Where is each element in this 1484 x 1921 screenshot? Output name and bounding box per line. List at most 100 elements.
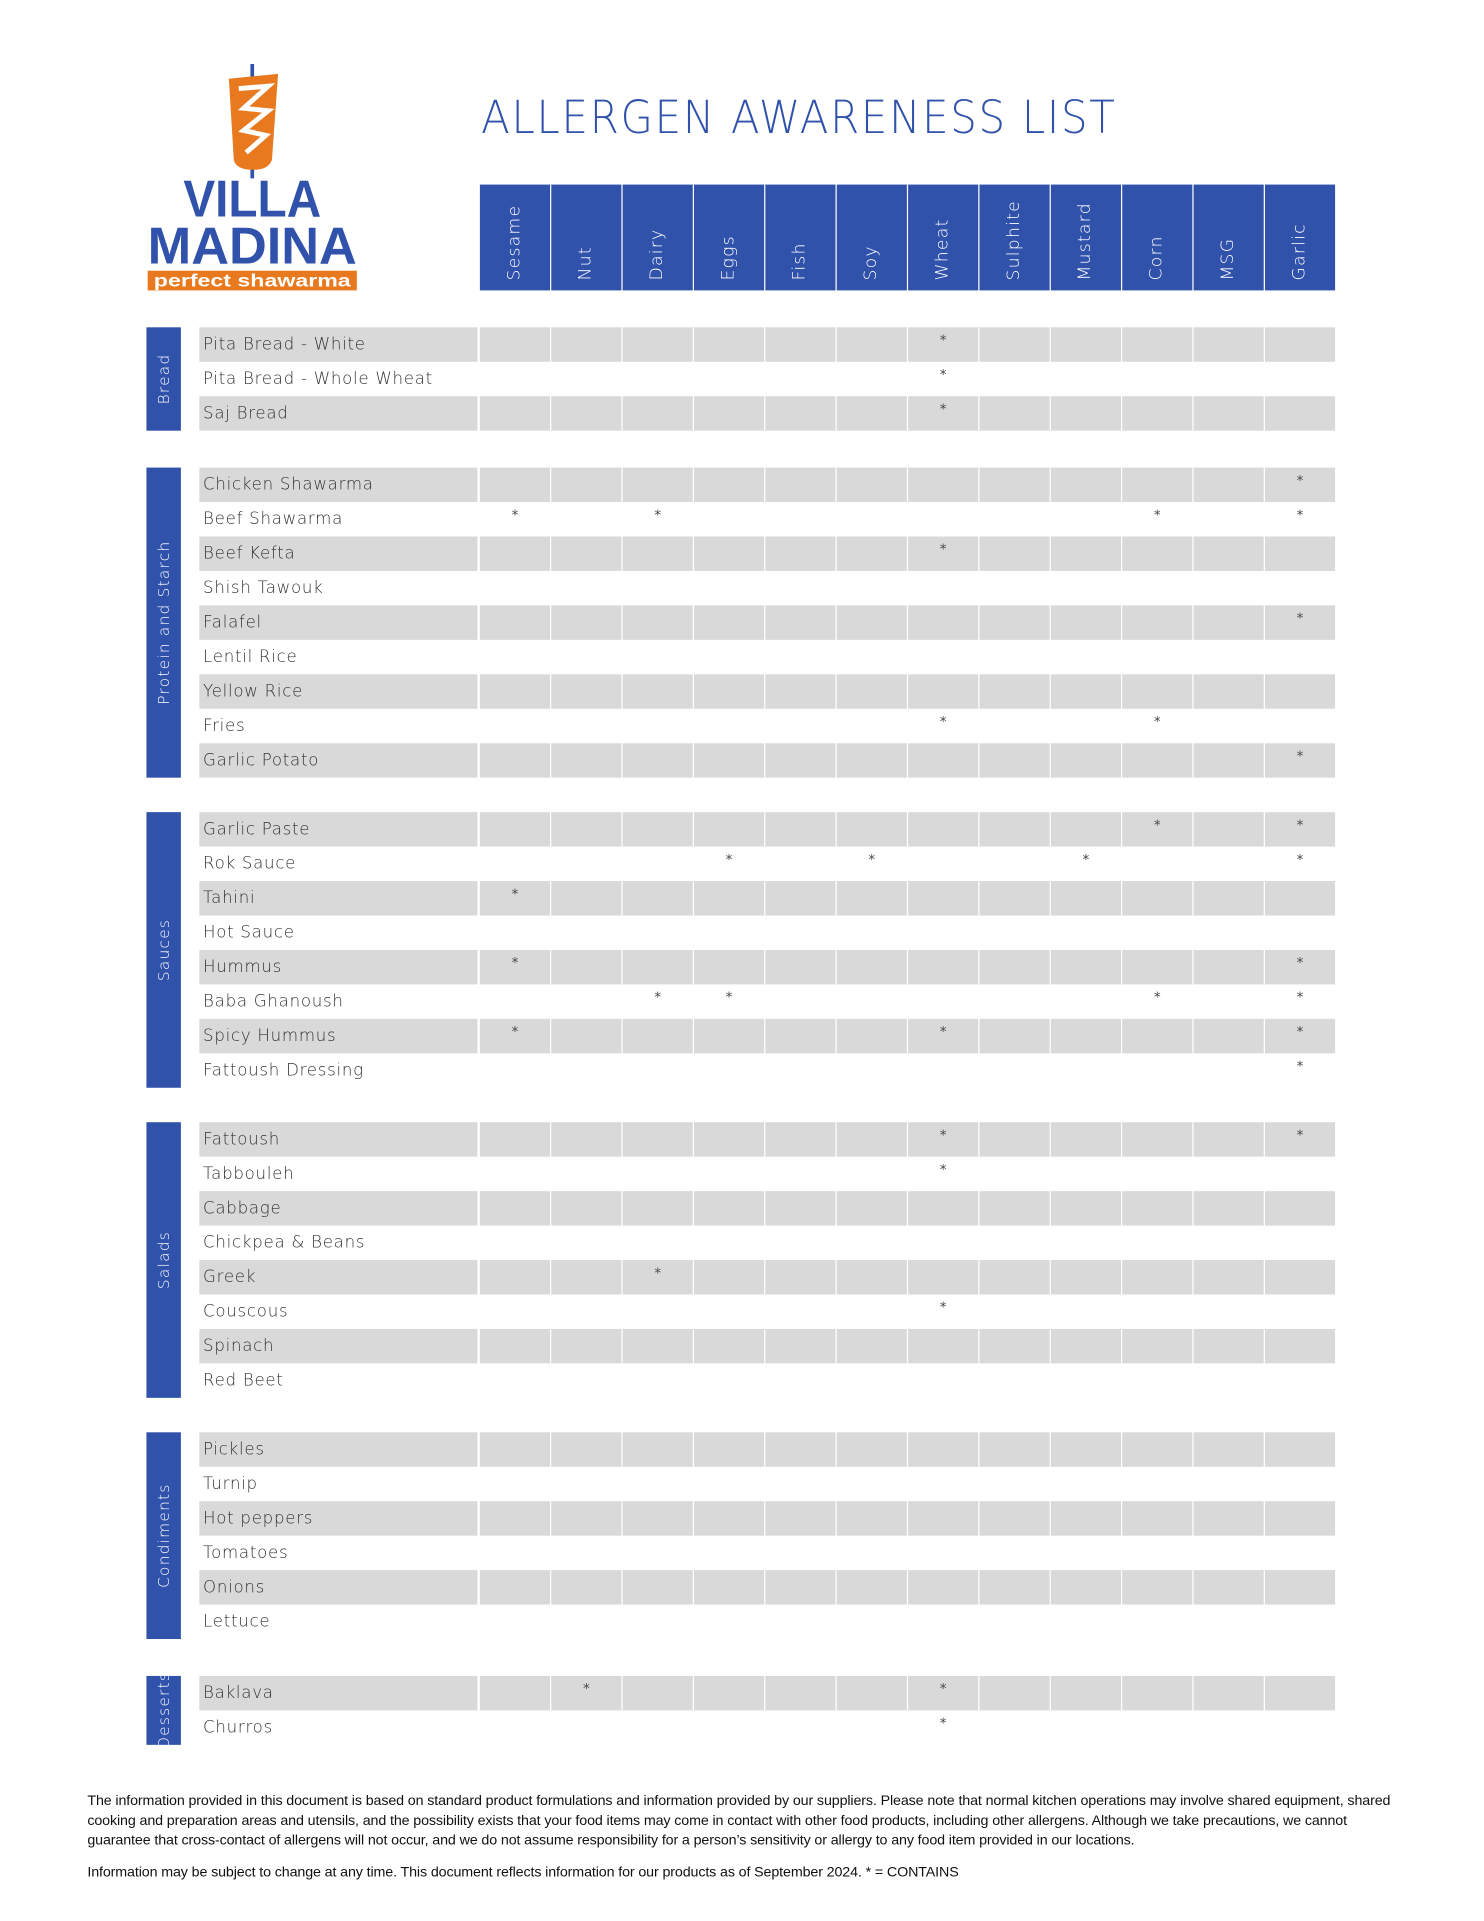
cell-nut <box>551 362 621 396</box>
table-row: Turnip <box>199 1467 1336 1501</box>
item-name: Greek <box>199 1260 478 1295</box>
cell-nut <box>551 709 621 743</box>
table-row: Garlic Potato * <box>199 743 1336 778</box>
cell-fish <box>765 1363 835 1397</box>
contains-mark-corn: * <box>1153 506 1161 523</box>
item-name: Baba Ghanoush <box>203 991 344 1012</box>
cell-dairy <box>622 1675 693 1711</box>
cell-eggs <box>694 1605 764 1639</box>
cell-dairy <box>622 605 693 640</box>
cell-msg <box>1194 571 1264 605</box>
table-row: Beef Kefta * <box>199 536 1336 571</box>
cell-dairy <box>623 1363 693 1397</box>
item-name: Spicy Hummus <box>199 1018 478 1054</box>
column-header-eggs: Eggs <box>694 184 765 291</box>
cell-eggs <box>694 1226 764 1260</box>
cell-msg <box>1194 1053 1264 1087</box>
cell-wheat <box>908 812 979 847</box>
cell-nut <box>551 915 621 949</box>
contains-mark-eggs: * <box>725 851 733 868</box>
cell-garlic <box>1265 640 1335 674</box>
cell-corn <box>1122 1260 1193 1295</box>
cell-msg <box>1194 362 1264 396</box>
cell-msg <box>1193 1260 1264 1295</box>
allergen-label: Wheat <box>932 218 952 281</box>
item-name: Cabbage <box>199 1191 478 1226</box>
cell-sulphite <box>979 1157 1049 1191</box>
cell-mustard <box>1051 1157 1121 1191</box>
item-name: Tahini <box>199 881 478 916</box>
cell-mustard <box>1051 1053 1121 1087</box>
item-name: Lettuce <box>203 1611 271 1632</box>
contains-mark-garlic: * <box>1264 467 1336 503</box>
allergen-label: MSG <box>1217 237 1238 281</box>
cell-mustard <box>1050 1122 1121 1157</box>
contains-mark-dairy: * <box>622 1260 693 1295</box>
cell-sulphite <box>979 362 1049 396</box>
cell-wheat <box>908 915 978 949</box>
cell-sulphite <box>979 949 1050 985</box>
cell-wheat <box>908 1328 979 1364</box>
cell-msg <box>1193 812 1264 847</box>
contains-mark-garlic: * <box>1264 949 1336 985</box>
cell-sesame <box>480 362 550 396</box>
cell-garlic <box>1265 1536 1335 1570</box>
cell-soy <box>836 1191 907 1226</box>
cell-wheat <box>908 502 978 536</box>
cell-dairy <box>623 1294 693 1328</box>
table-row: Red Beet <box>199 1363 1336 1397</box>
cell-nut <box>551 605 622 640</box>
cell-sesame <box>479 1501 551 1536</box>
cell-corn <box>1122 1226 1192 1260</box>
table-row: Lentil Rice <box>199 640 1336 674</box>
cell-nut <box>551 327 622 362</box>
cell-sulphite <box>979 536 1050 571</box>
cell-nut <box>551 1294 621 1328</box>
category-text: Protein and Starch <box>154 540 173 705</box>
cell-eggs <box>694 1432 765 1467</box>
cell-fish <box>765 847 835 881</box>
contains-mark-corn: * <box>1122 812 1193 847</box>
cell-garlic <box>1265 1226 1335 1260</box>
cell-sulphite <box>979 1191 1050 1226</box>
item-name: Onions <box>199 1570 478 1605</box>
cell-nut <box>551 674 622 709</box>
item-name: Fattoush <box>199 1122 478 1157</box>
cell-corn <box>1122 915 1192 949</box>
cell-corn <box>1122 1467 1192 1501</box>
cell-dairy <box>622 1018 693 1054</box>
item-name: Tabbouleh <box>203 1164 295 1184</box>
cell-msg <box>1194 709 1264 743</box>
cell-fish <box>765 467 836 503</box>
contains-mark-dairy: * <box>654 989 662 1006</box>
cell-sulphite <box>979 984 1049 1018</box>
cell-fish <box>765 571 835 605</box>
cell-dairy <box>622 743 693 778</box>
cell-garlic <box>1264 1501 1336 1536</box>
cell-eggs <box>694 571 764 605</box>
cell-fish <box>765 881 836 916</box>
cell-corn <box>1122 743 1193 778</box>
cell-nut <box>551 536 622 571</box>
cell-mustard <box>1050 467 1121 503</box>
cell-msg <box>1194 1157 1264 1191</box>
cell-dairy <box>623 571 693 605</box>
cell-sesame <box>480 709 550 743</box>
cell-nut <box>551 847 621 881</box>
contains-mark-eggs: * <box>725 989 733 1006</box>
cell-eggs <box>694 881 765 916</box>
cell-garlic <box>1264 1570 1336 1605</box>
cell-sulphite <box>979 709 1049 743</box>
item-name: Chicken Shawarma <box>199 467 478 503</box>
cell-soy <box>837 571 907 605</box>
cell-garlic <box>1265 1363 1335 1397</box>
cell-sesame <box>479 1191 551 1226</box>
cell-eggs <box>694 1157 764 1191</box>
cell-mustard <box>1050 1260 1121 1295</box>
cell-corn <box>1122 1536 1192 1570</box>
contains-mark-garlic: * <box>1296 851 1304 868</box>
cell-sesame <box>480 1536 550 1570</box>
cell-eggs <box>694 467 765 503</box>
cell-soy <box>837 915 907 949</box>
cell-mustard <box>1050 327 1121 362</box>
